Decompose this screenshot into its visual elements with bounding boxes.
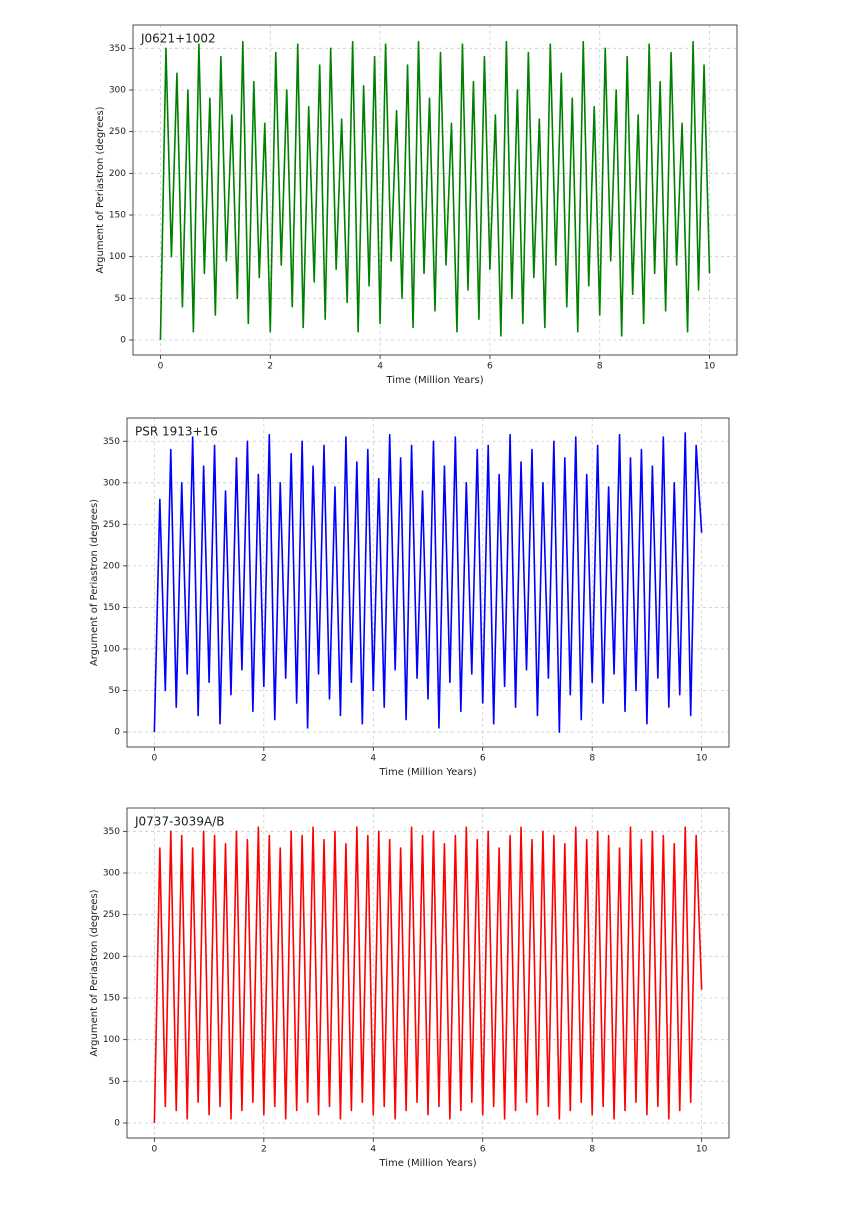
y-axis-label: Argument of Periastron (degrees)	[89, 889, 100, 1056]
x-tick-label: 10	[696, 1145, 708, 1155]
x-tick-label: 2	[261, 754, 267, 764]
y-tick-label: 250	[103, 910, 120, 920]
y-tick-label: 200	[103, 561, 120, 571]
y-tick-label: 50	[109, 1077, 121, 1087]
x-tick-label: 6	[487, 362, 493, 372]
x-axis-label: Time (Million Years)	[385, 375, 483, 386]
x-tick-label: 8	[589, 754, 595, 764]
y-tick-label: 300	[103, 869, 120, 879]
axes-frame	[126, 417, 730, 748]
x-axis-label: Time (Million Years)	[378, 1158, 476, 1169]
y-tick-label: 150	[109, 211, 126, 221]
x-tick-label: 10	[696, 754, 708, 764]
x-tick-label: 4	[370, 754, 376, 764]
y-tick-label: 0	[114, 728, 120, 738]
x-tick-label: 8	[589, 1145, 595, 1155]
y-tick-label: 150	[103, 603, 120, 613]
x-tick-label: 0	[158, 362, 164, 372]
y-tick-label: 200	[109, 169, 126, 179]
y-axis-label: Argument of Periastron (degrees)	[89, 499, 100, 666]
y-tick-label: 100	[103, 1035, 120, 1045]
axes-frame	[132, 24, 738, 356]
data-line	[153, 826, 703, 1124]
x-tick-label: 0	[151, 754, 157, 764]
y-tick-label: 100	[109, 252, 126, 262]
x-tick-label: 8	[597, 362, 603, 372]
x-axis-label: Time (Million Years)	[378, 767, 476, 778]
chart-title: J0621+1002	[140, 32, 216, 46]
y-tick-label: 300	[109, 86, 126, 96]
y-tick-label: 50	[109, 686, 121, 696]
y-tick-label: 200	[103, 952, 120, 962]
x-tick-label: 0	[151, 1145, 157, 1155]
y-tick-label: 0	[120, 336, 126, 346]
y-tick-label: 250	[103, 520, 120, 530]
y-tick-label: 50	[115, 294, 127, 304]
x-tick-label: 6	[480, 754, 486, 764]
y-axis-label: Argument of Periastron (degrees)	[95, 106, 106, 273]
x-tick-label: 4	[377, 362, 383, 372]
y-tick-label: 250	[109, 127, 126, 137]
y-tick-label: 300	[103, 478, 120, 488]
y-tick-label: 350	[103, 437, 120, 447]
y-tick-label: 0	[114, 1119, 120, 1129]
axes-frame	[126, 807, 730, 1139]
data-line	[159, 40, 711, 341]
x-tick-label: 2	[267, 362, 273, 372]
x-tick-label: 2	[261, 1145, 267, 1155]
x-tick-label: 10	[704, 362, 716, 372]
data-line	[153, 432, 703, 733]
chart-title: J0737-3039A/B	[134, 815, 224, 829]
y-tick-label: 150	[103, 994, 120, 1004]
y-tick-label: 350	[109, 44, 126, 54]
x-tick-label: 6	[480, 1145, 486, 1155]
x-tick-label: 4	[370, 1145, 376, 1155]
y-tick-label: 100	[103, 644, 120, 654]
chart-title: PSR 1913+16	[135, 425, 218, 439]
y-tick-label: 350	[103, 827, 120, 837]
